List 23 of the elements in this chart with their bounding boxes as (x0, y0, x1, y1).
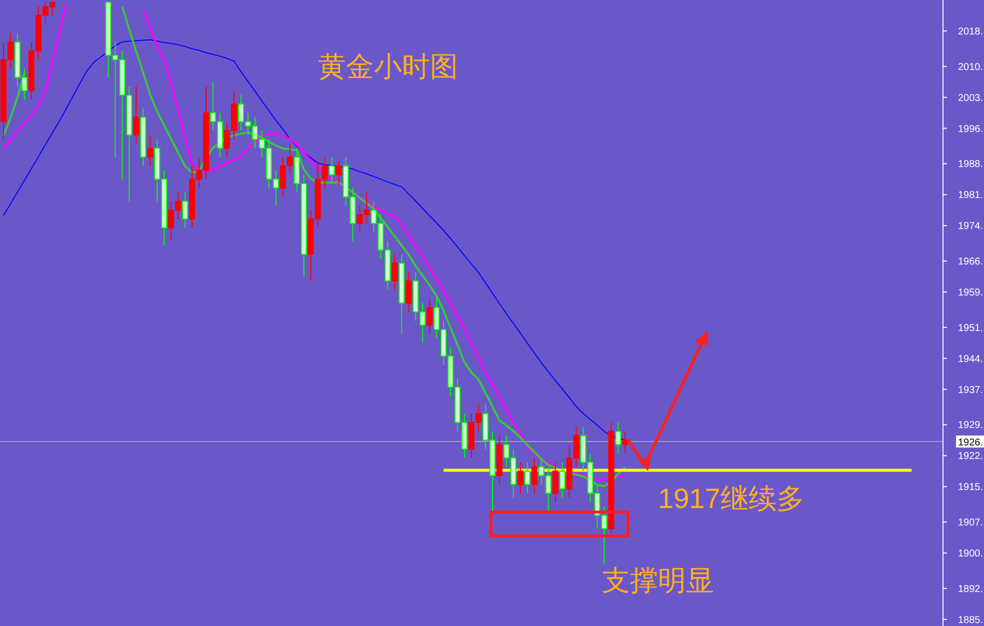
y-tick-label: 1900. (958, 548, 984, 560)
y-tick-label: 2003. (958, 92, 984, 104)
y-tick-label: 1951. (958, 322, 984, 334)
y-tick-label: 2010. (958, 62, 984, 73)
y-tick-label: 1885. (958, 614, 984, 626)
y-tick-label: 1996. (958, 124, 984, 135)
y-tick-label: 1974. (958, 221, 984, 232)
y-tick-label: 1981. (958, 190, 984, 202)
annotation: 1917继续多 (658, 483, 804, 514)
y-tick-label: 1892. (958, 584, 984, 595)
y-tick-label: 1929. (958, 420, 984, 432)
y-tick-label: 1988. (958, 159, 984, 170)
y-tick-label: 1944. (958, 354, 984, 365)
text: 黄金小时图 (318, 51, 458, 82)
y-tick-label: 1937. (958, 384, 984, 396)
y-tick-label: 1915. (958, 482, 984, 494)
y-tick-label: 1959. (958, 287, 984, 298)
annotation: 支撑明显 (602, 565, 714, 596)
y-tick-label: 2018. (958, 26, 984, 38)
y-tick-label: 1966. (958, 256, 984, 268)
y-tick-label: 1922. (958, 451, 984, 462)
ref-line-label: 1926. (958, 438, 984, 449)
y-tick-label: 1907. (958, 518, 984, 529)
